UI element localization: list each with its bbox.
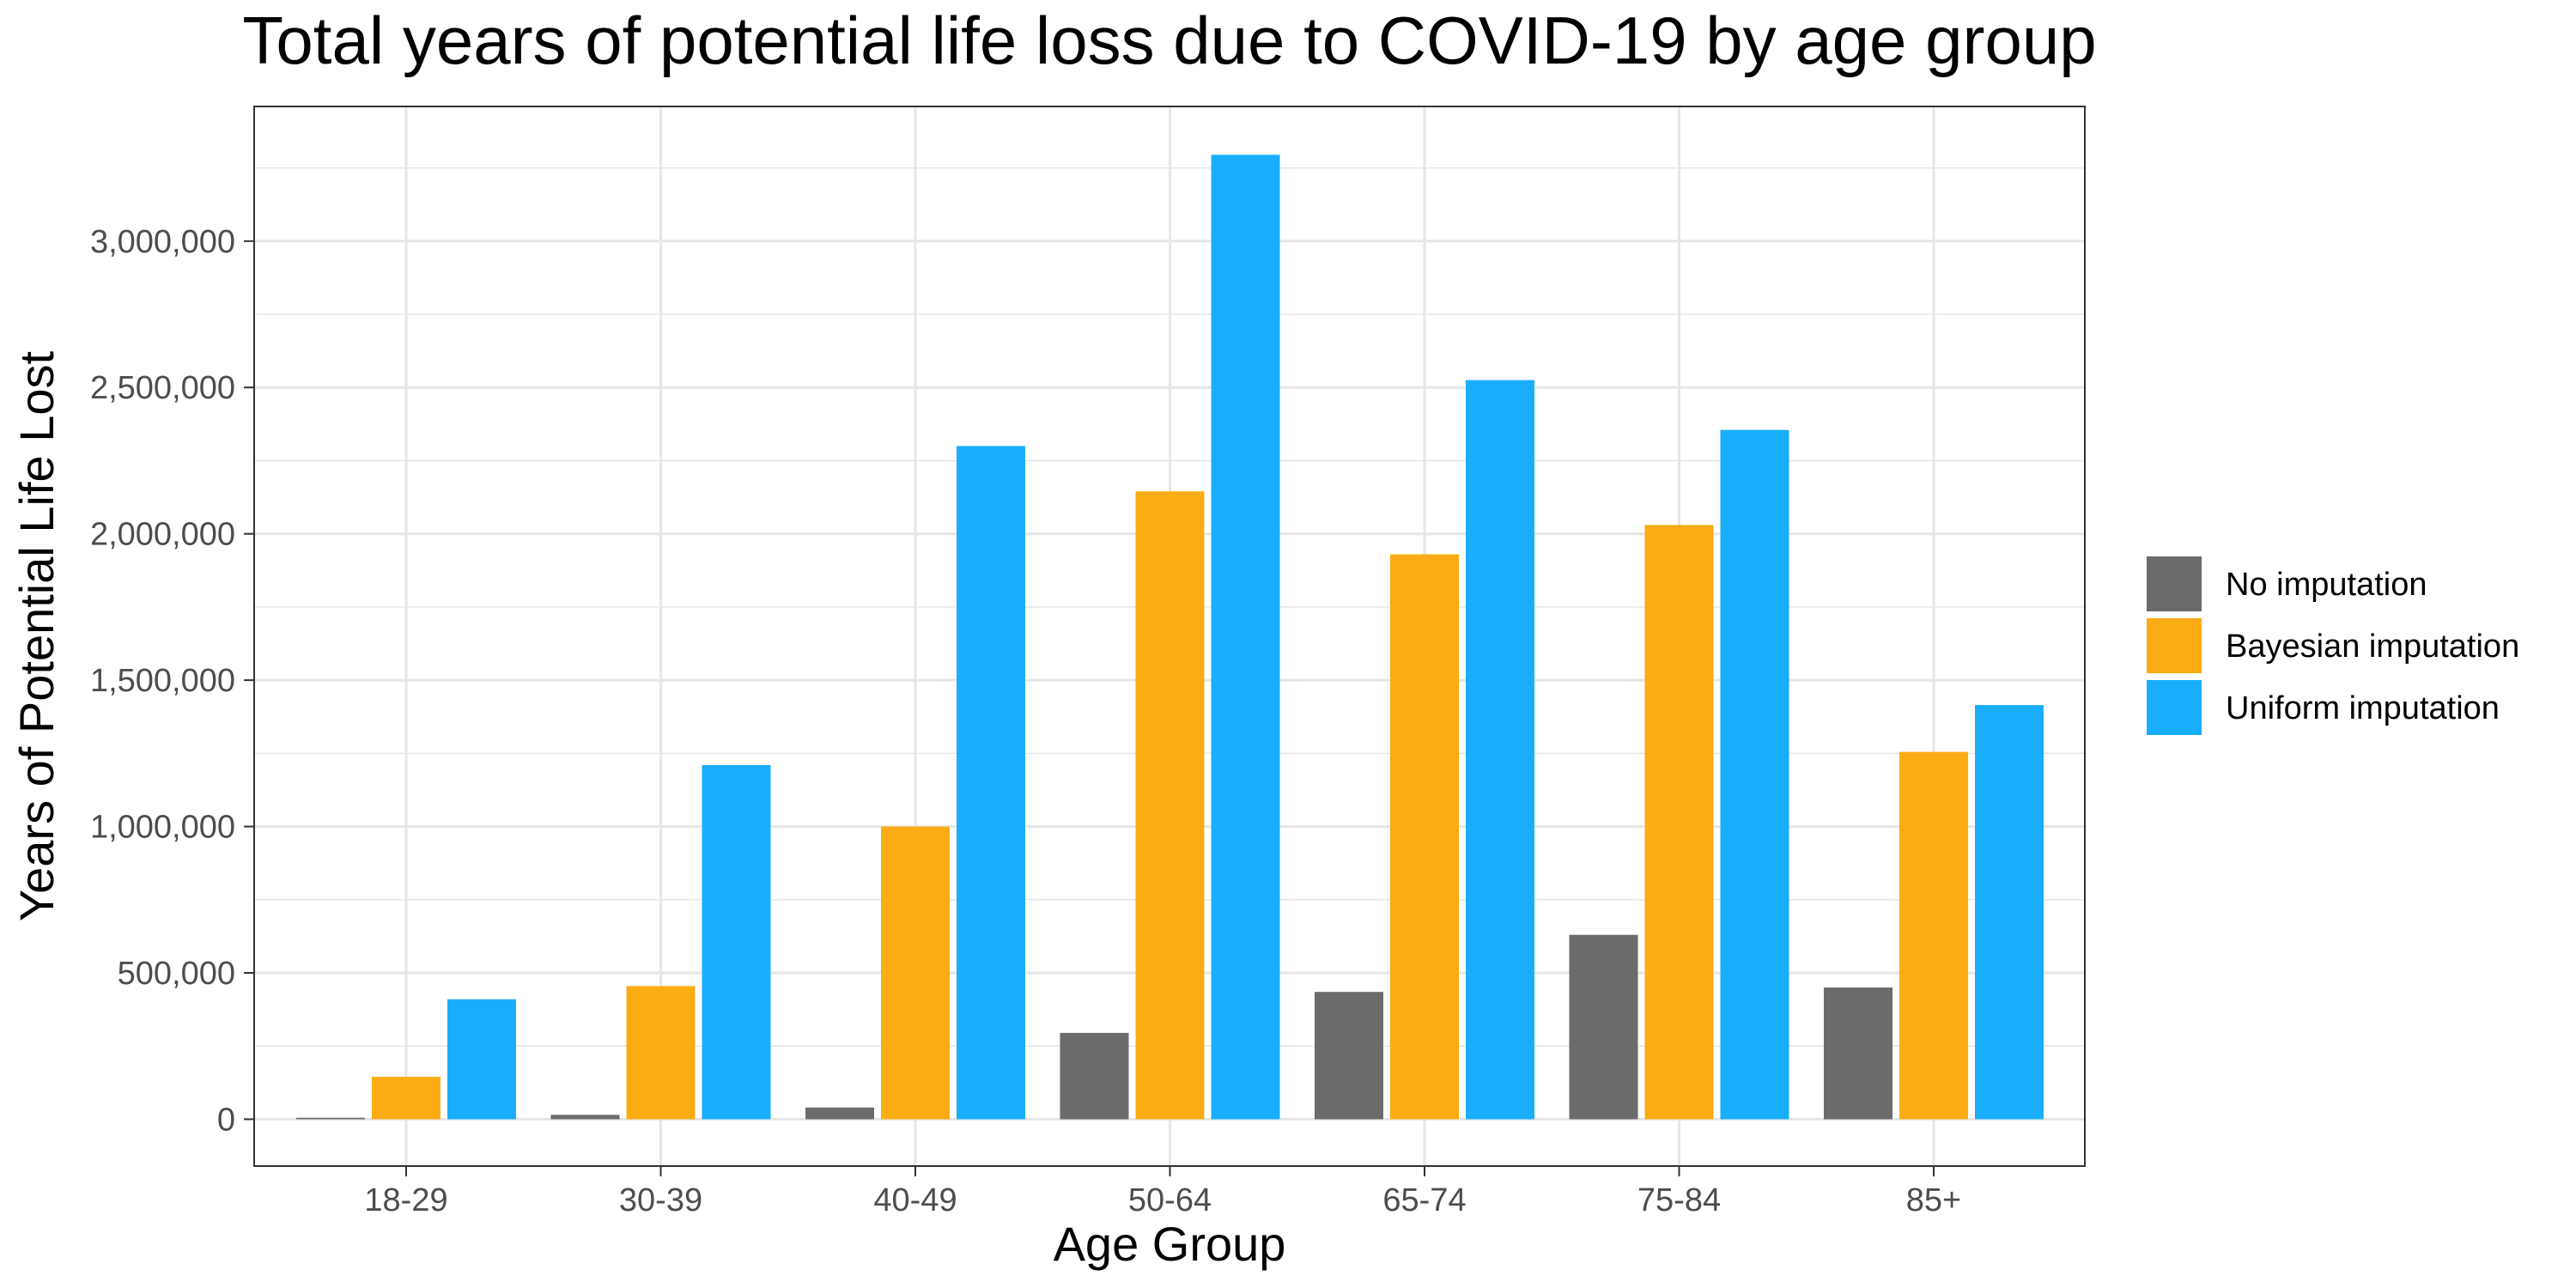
y-tick-label: 3,000,000 (90, 224, 235, 260)
x-tick-label: 65-74 (1382, 1182, 1466, 1218)
x-axis: 18-29 30-39 40-49 50-64 65-74 75-84 85+ (364, 1166, 1961, 1218)
y-tick-label: 1,000,000 (90, 810, 235, 846)
y-axis: 0 500,000 1,000,000 1,500,000 2,000,000 2,500… (90, 224, 254, 1138)
bar (1899, 751, 1968, 1120)
bar (881, 826, 950, 1120)
bars-layer (296, 155, 2044, 1120)
bar (957, 446, 1025, 1120)
bar (296, 1117, 365, 1120)
y-tick-label: 1,500,000 (90, 663, 235, 699)
bar (1135, 491, 1205, 1120)
bar (1390, 554, 1459, 1120)
x-tick-label: 30-39 (619, 1182, 702, 1218)
bar (1975, 705, 2044, 1120)
bar (1315, 992, 1383, 1120)
y-tick-label: 2,000,000 (90, 517, 235, 553)
legend: No imputation Bayesian imputation Uniform … (2147, 556, 2519, 735)
bar (1060, 1032, 1129, 1120)
y-tick-label: 500,000 (118, 956, 235, 992)
legend-label: Bayesian imputation (2226, 629, 2519, 665)
bar (1211, 155, 1280, 1120)
bar (1644, 525, 1714, 1120)
bar (626, 986, 696, 1120)
bar (702, 764, 771, 1120)
bar (1569, 934, 1638, 1120)
legend-label: No imputation (2226, 567, 2427, 603)
x-tick-label: 50-64 (1128, 1182, 1212, 1218)
x-tick-label: 40-49 (873, 1182, 957, 1218)
x-tick-label: 85+ (1906, 1182, 1961, 1218)
y-tick-label: 0 (217, 1102, 235, 1138)
legend-key (2147, 618, 2202, 673)
x-tick-label: 18-29 (364, 1182, 447, 1218)
x-axis-title: Age Group (1054, 1217, 1286, 1271)
legend-key (2147, 556, 2202, 611)
y-axis-title: Years of Potential Life Lost (9, 350, 64, 921)
legend-key (2147, 680, 2202, 735)
legend-label: Uniform imputation (2226, 690, 2500, 726)
bar (805, 1107, 874, 1120)
bar (1720, 429, 1789, 1120)
chart-title: Total years of potential life loss due t… (242, 3, 2096, 78)
x-tick-label: 75-84 (1637, 1182, 1721, 1218)
bar (447, 999, 516, 1120)
bar (372, 1077, 440, 1120)
bar (550, 1115, 620, 1120)
y-tick-label: 2,500,000 (90, 370, 235, 406)
bar (1824, 987, 1893, 1120)
bar (1466, 380, 1534, 1120)
